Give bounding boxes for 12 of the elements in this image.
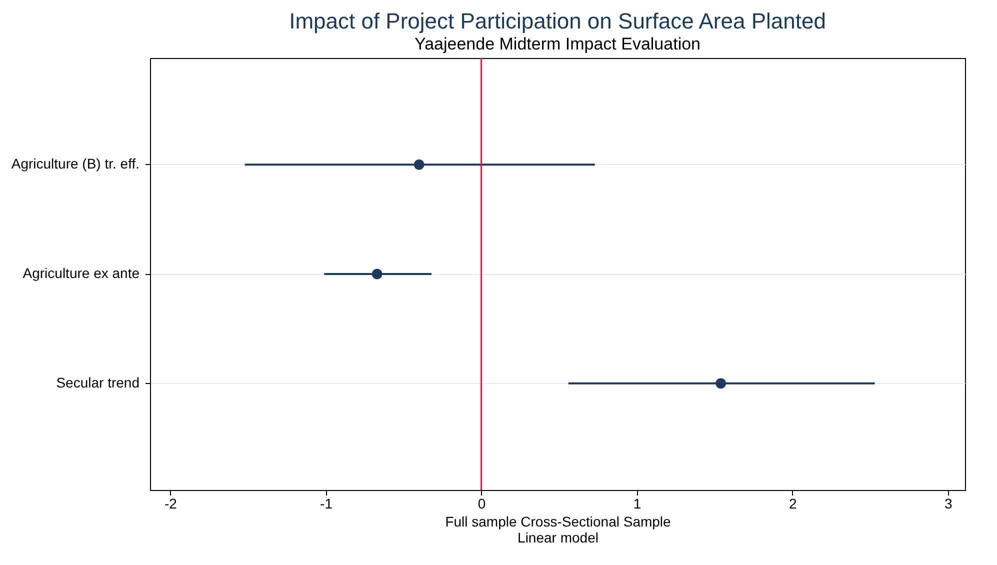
chart-title: Impact of Project Participation on Surface Area Planted <box>289 8 826 34</box>
y-tick-label: Agriculture ex ante <box>22 265 140 281</box>
x-tick-label: 1 <box>633 496 642 512</box>
y-tick-label: Secular trend <box>56 374 140 390</box>
x-tick-label: -1 <box>320 496 333 512</box>
x-tick-label: -2 <box>164 496 178 512</box>
chart-subtitle: Yaajeende Midterm Impact Evaluation <box>414 34 701 54</box>
x-tick-label: 3 <box>944 496 952 512</box>
x-tick-label: 0 <box>478 496 486 512</box>
x-axis-title: Full sample Cross-Sectional Sample Linear model <box>445 514 672 546</box>
x-tick-label: 2 <box>788 496 797 512</box>
y-tick-label: Agriculture (B) tr. eff. <box>11 156 140 172</box>
